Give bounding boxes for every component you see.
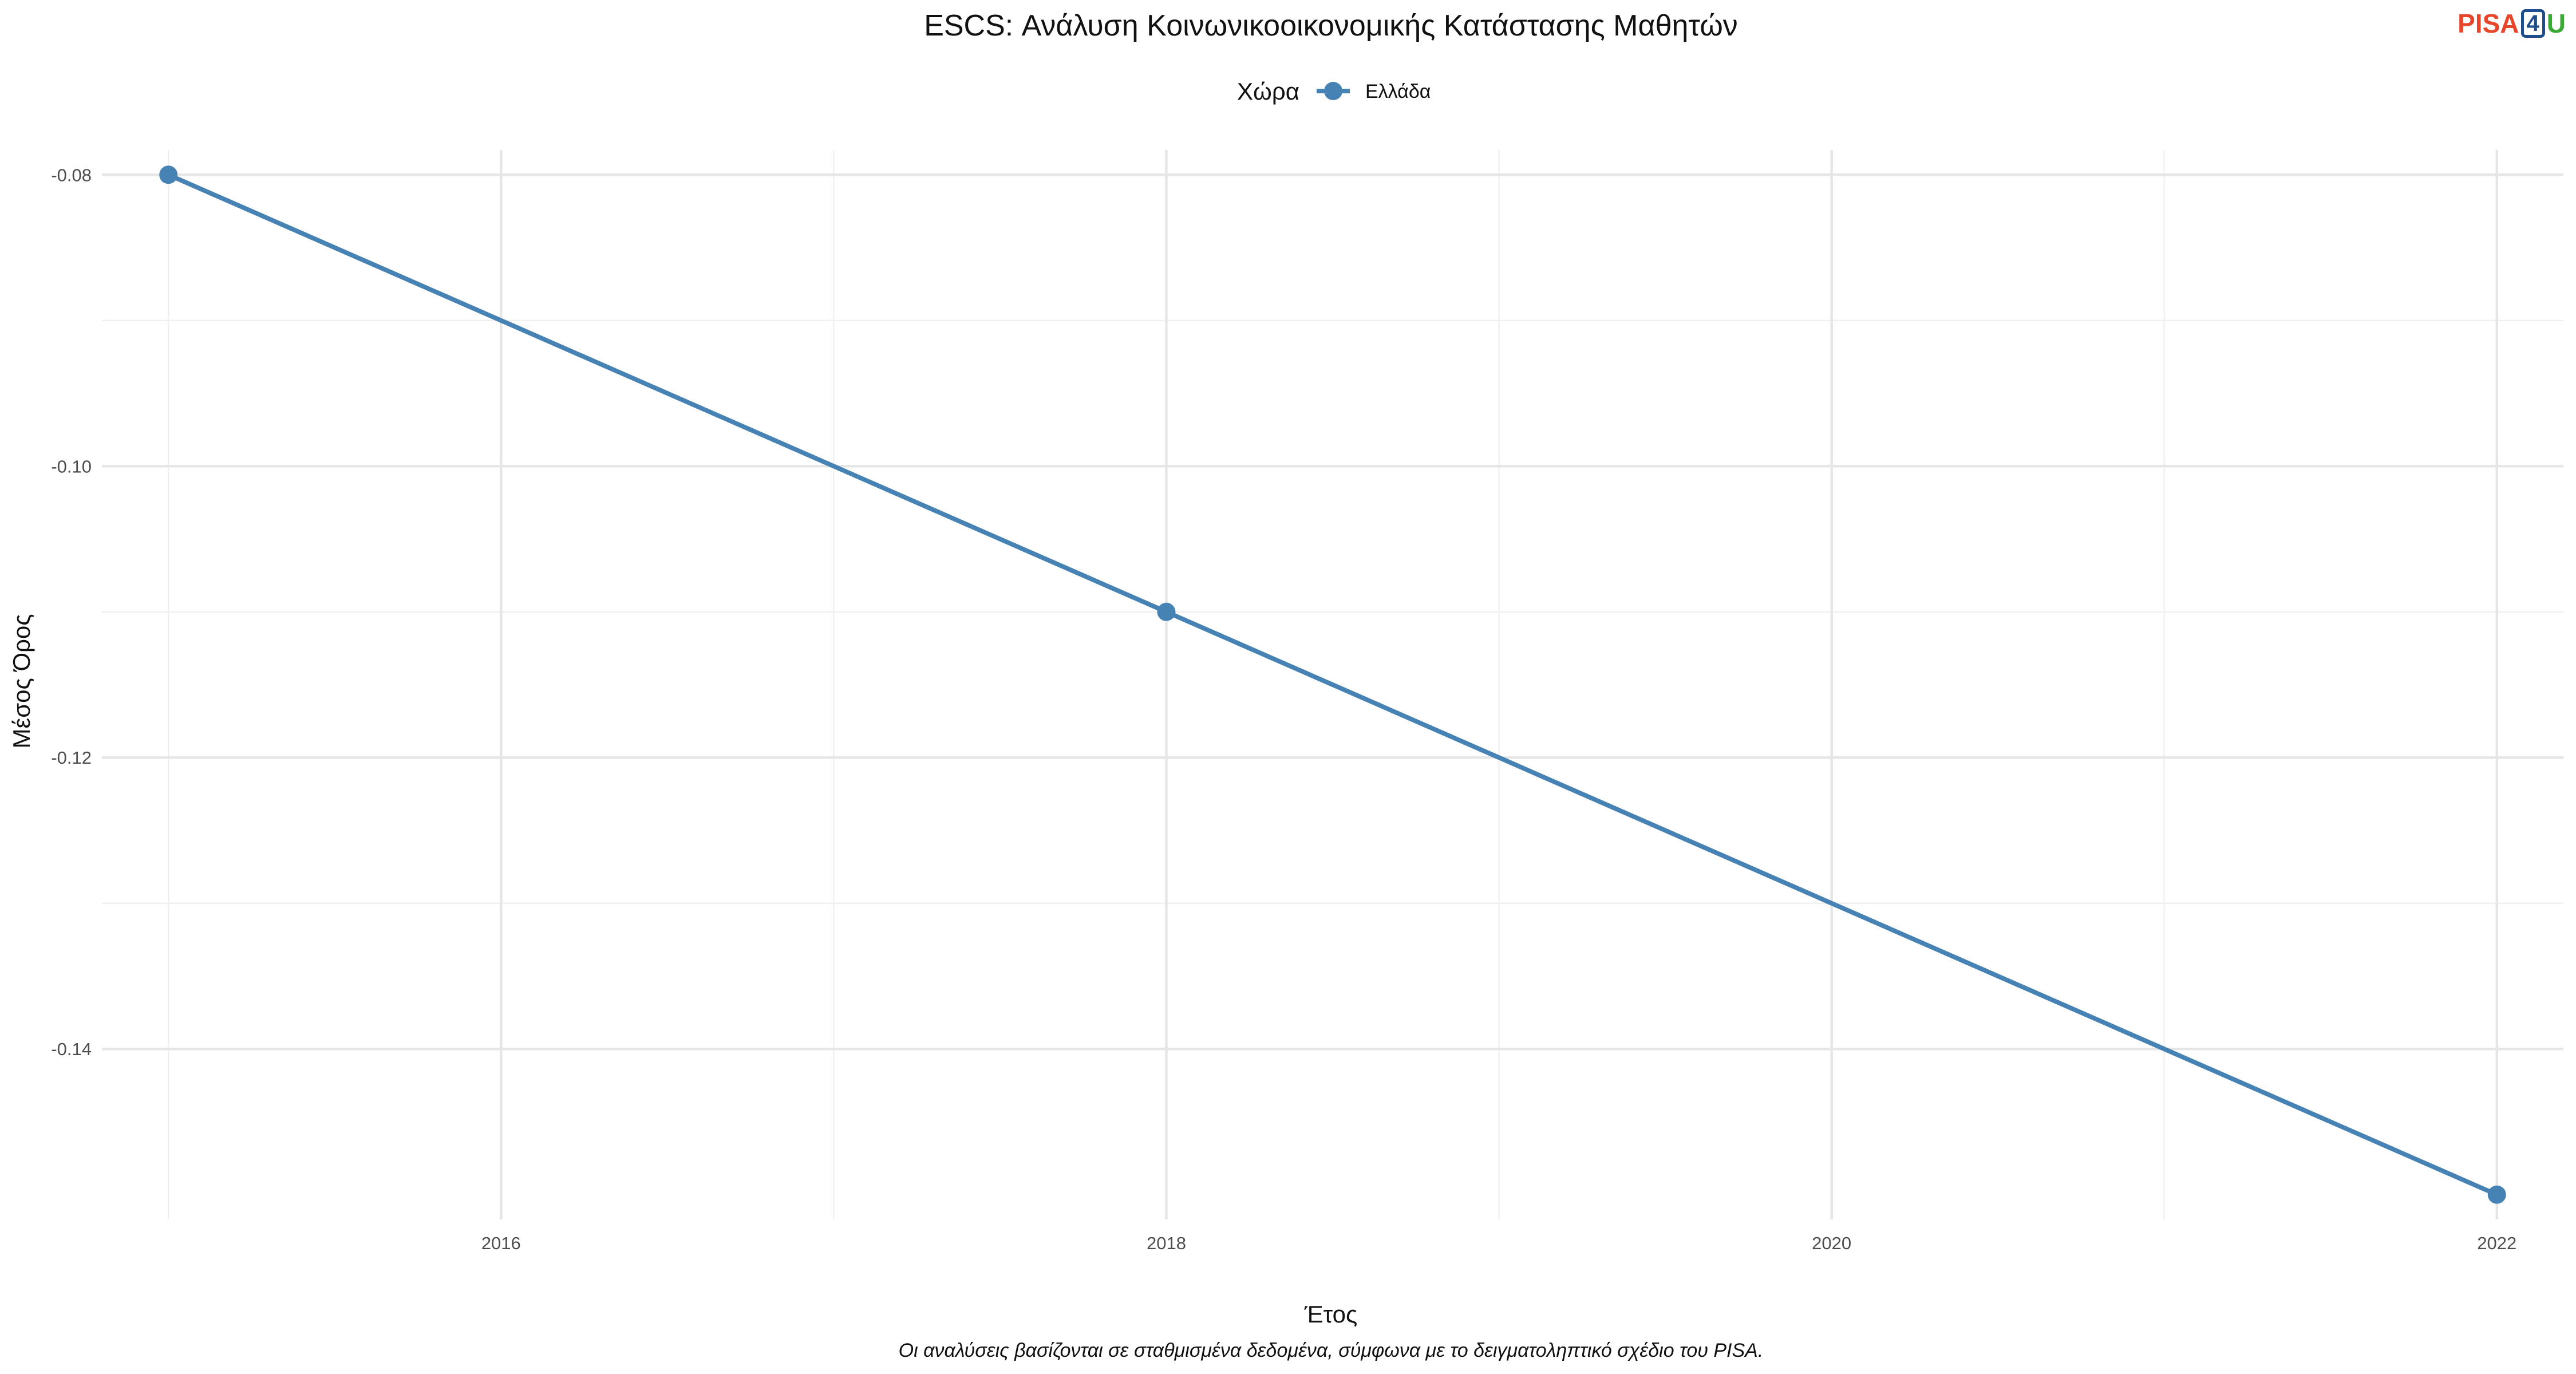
logo-text-u: U	[2546, 9, 2566, 38]
grid	[102, 150, 2563, 1219]
y-tick-label: -0.10	[51, 456, 92, 476]
y-tick-label: -0.12	[51, 748, 92, 768]
data-point	[1157, 602, 1176, 621]
data-point	[2487, 1185, 2506, 1204]
legend-label: Ελλάδα	[1365, 81, 1431, 102]
axis-ticks: 2016 2018 2020 2022 -0.08 -0.10 -0.12 -0.14	[51, 165, 2516, 1253]
y-tick-label: -0.14	[51, 1039, 92, 1059]
logo-text-pisa: PISA	[2458, 9, 2519, 38]
caption: Οι αναλύσεις βασίζονται σε σταθμισμένα δ…	[899, 1340, 1764, 1361]
pisa4u-logo: PISA 4 U	[2458, 9, 2566, 38]
x-tick-label: 2020	[1812, 1233, 1851, 1253]
chart-title: ESCS: Ανάλυση Κοινωνικοοικονομικής Κατάσ…	[924, 9, 1738, 42]
x-axis-title: Έτος	[1304, 1301, 1358, 1328]
legend: Χώρα Ελλάδα	[1237, 78, 1431, 105]
series-layer	[159, 165, 2506, 1204]
data-point	[159, 165, 178, 184]
logo-text-4: 4	[2520, 9, 2545, 38]
y-axis-title: Μέσος Όρος	[8, 614, 35, 749]
y-tick-label: -0.08	[51, 165, 92, 185]
legend-key-marker	[1324, 82, 1342, 100]
series-line	[167, 172, 2498, 1197]
x-tick-label: 2016	[481, 1233, 521, 1253]
legend-title: Χώρα	[1237, 78, 1299, 105]
x-tick-label: 2022	[2477, 1233, 2516, 1253]
x-tick-label: 2018	[1147, 1233, 1186, 1253]
